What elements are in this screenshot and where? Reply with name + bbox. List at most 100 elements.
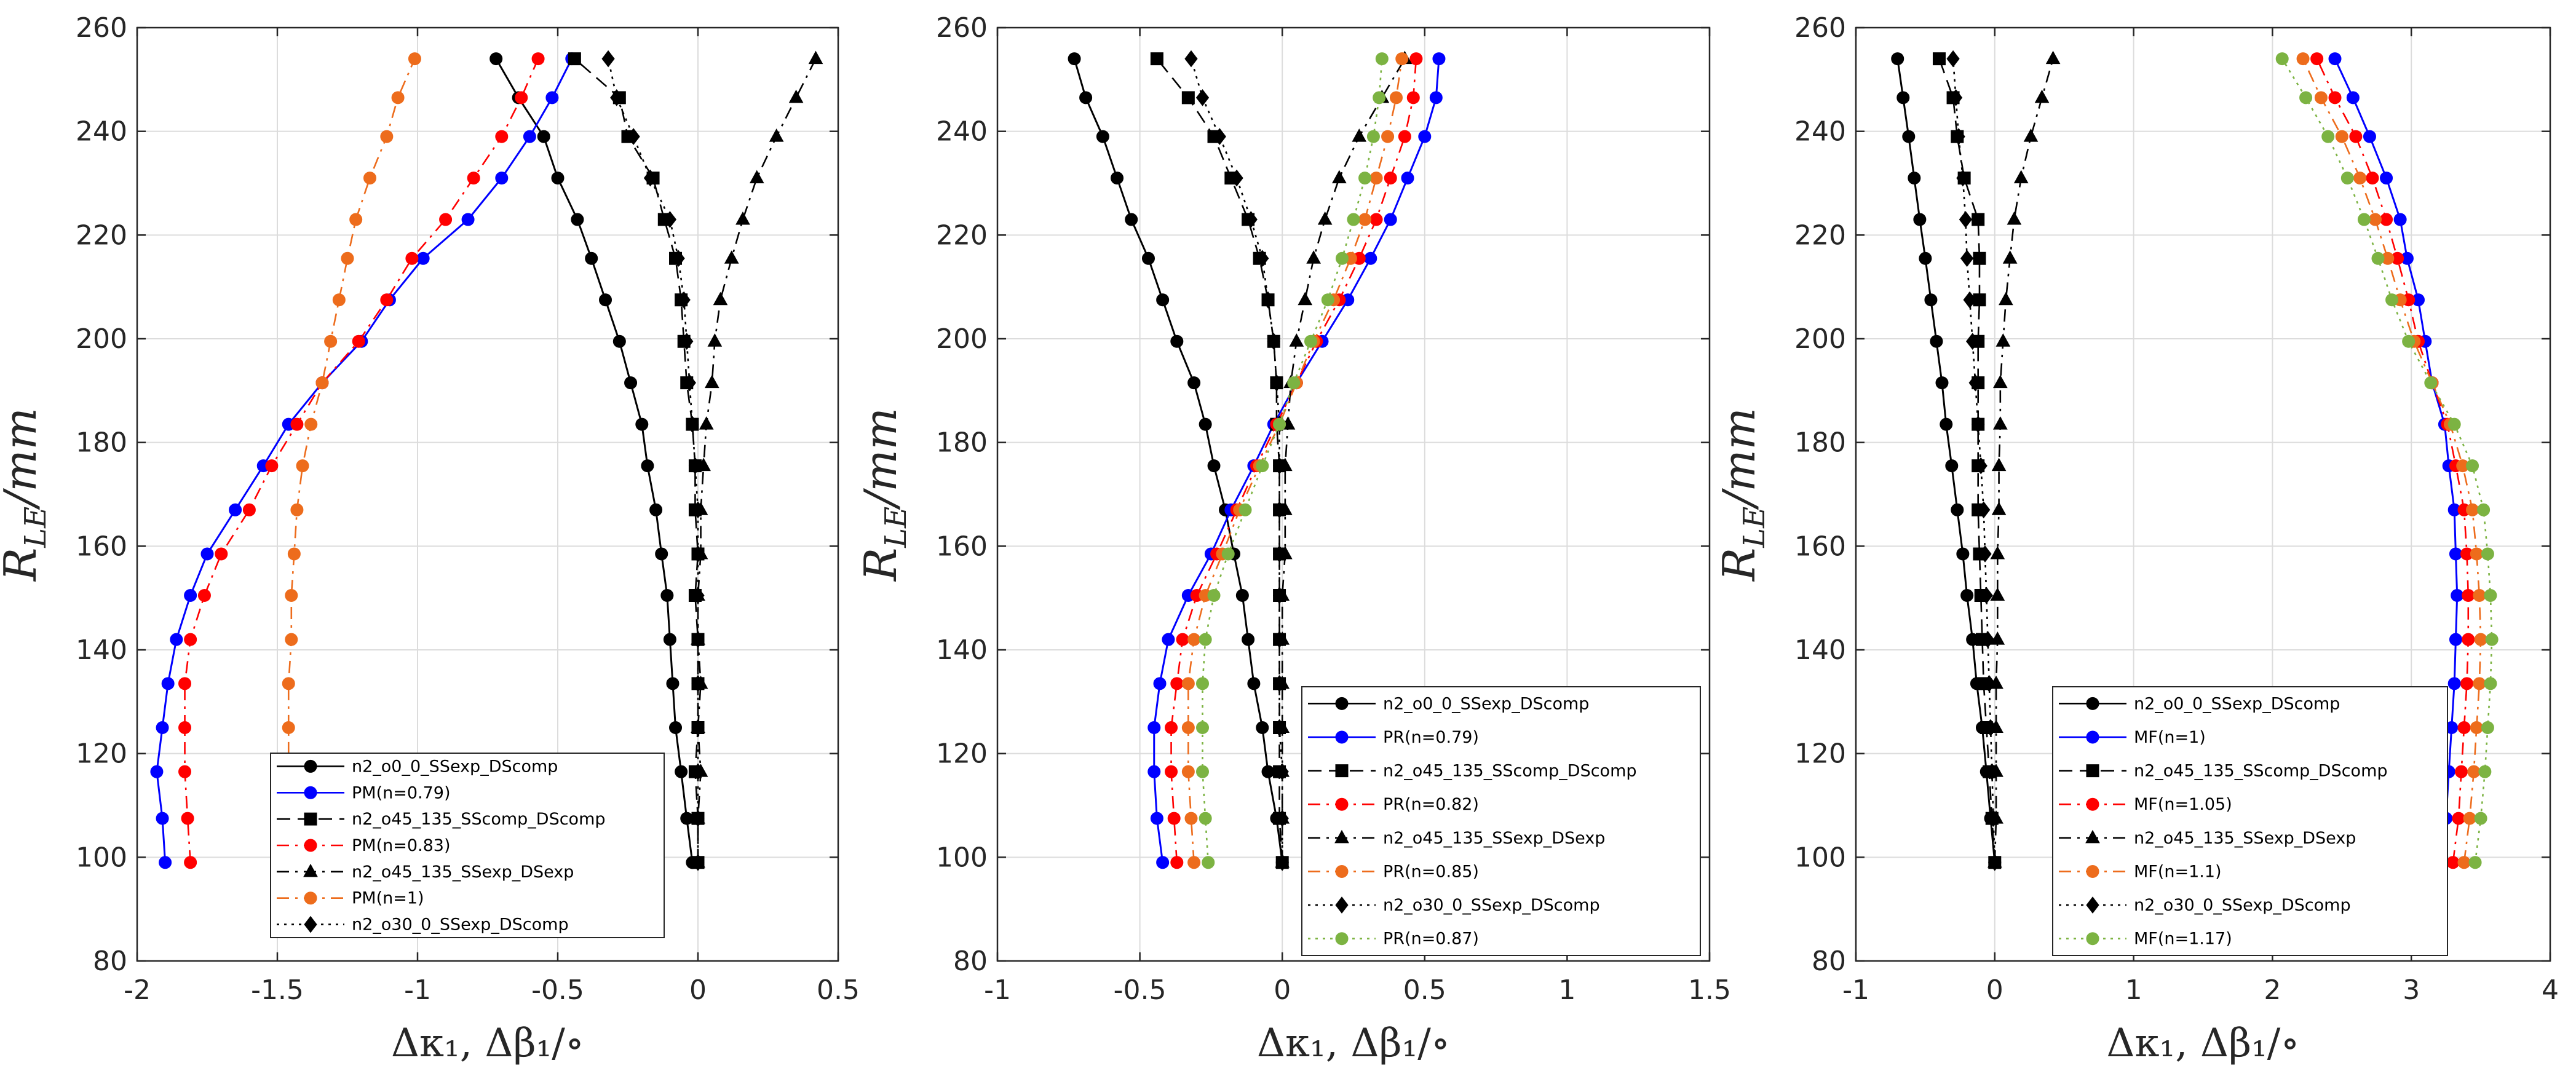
data-point [2002,250,2018,264]
data-point [467,172,480,185]
data-point [1199,633,1212,646]
data-point [2446,856,2460,869]
data-point [349,213,363,226]
data-point [1946,50,1960,68]
data-point [2481,721,2494,734]
series-line [1073,58,1283,863]
legend-marker [304,759,317,773]
data-point [1986,810,2000,827]
data-point [1990,587,2005,601]
data-point [181,812,194,825]
data-point [2454,765,2468,778]
data-point [324,334,338,348]
data-point [660,588,674,602]
data-point [1111,172,1124,185]
data-point [1389,91,1403,105]
x-tick-label: -2 [124,974,151,1006]
data-point [1984,719,1997,737]
data-point [1141,251,1155,265]
x-tick-label: 1 [1558,974,1575,1006]
data-point [680,812,694,825]
data-point [655,547,668,561]
data-point [2299,91,2313,105]
data-point [1068,52,1081,66]
data-point [2484,588,2497,602]
data-point [2447,417,2461,431]
data-point [1267,333,1280,350]
data-point [1331,170,1347,184]
data-point [641,459,654,473]
data-point [585,251,598,265]
legend-label: n2_o30_0_SSexp_DScomp [352,915,569,935]
x-tick-label: 0 [1274,974,1291,1006]
series-line [1202,58,1383,863]
data-point [1304,334,1318,348]
data-point [627,128,640,145]
data-point [2310,52,2324,66]
legend-marker [2086,797,2099,811]
legend-label: MF(n=1.17) [2134,930,2232,949]
data-point [2045,50,2061,65]
data-point [2449,633,2462,646]
data-point [1935,376,1949,390]
data-point [1170,856,1184,869]
legend-label: MF(n=1.05) [2134,795,2232,814]
data-point [1992,416,2008,430]
data-point [1153,677,1167,690]
y-tick-label: 220 [1794,219,1846,251]
legend-marker [2086,864,2099,878]
series-line [2302,58,2482,863]
x-tick-label: 1 [2125,974,2142,1006]
y-tick-label: 180 [1794,427,1846,459]
data-point [1170,677,1184,690]
legend-marker [303,863,318,877]
y-tick-label: 120 [936,738,988,770]
data-point [2466,459,2479,473]
data-point [649,503,663,516]
legend-box [270,753,665,938]
data-point [489,52,503,66]
data-point [156,812,169,825]
data-point [599,293,612,307]
legend-label: MF(n=1.1) [2134,862,2222,881]
legend-label: n2_o45_135_SSexp_DSexp [1383,829,1605,848]
data-point [551,172,565,185]
data-point [1373,91,1386,105]
axes-box [1855,26,2551,962]
data-point [601,50,615,68]
data-point [1999,291,2013,306]
data-point [2451,588,2464,602]
data-point [1156,856,1170,869]
data-point [691,501,705,519]
y-tick-label: 80 [953,946,988,977]
y-axis-label: RLE/mm [855,408,913,582]
legend-marker [2086,697,2099,710]
legend: n2_o0_0_SSexp_DScomp MF(n=1) n2_o45_135_SS… [2052,686,2448,956]
data-point [724,250,739,264]
legend-label: n2_o30_0_SSexp_DScomp [2134,896,2351,915]
data-point [405,251,419,265]
data-point [495,130,509,143]
x-axis-label: Δκ₁, Δβ₁/∘ [2106,1021,2299,1066]
data-point [1187,376,1201,390]
data-point [495,172,509,185]
data-point [643,169,657,187]
data-point [2353,172,2367,185]
legend-marker [1335,730,1349,744]
legend-marker [1335,697,1349,710]
data-point [2296,52,2310,66]
data-point [2023,128,2039,142]
legend-marker [1335,764,1349,778]
data-point [184,633,197,646]
data-point [675,765,688,778]
data-point [285,633,298,646]
y-tick-label: 80 [1812,946,1846,977]
data-point [808,50,823,65]
data-point [1272,545,1286,563]
legend-marker [2086,932,2099,946]
panel-right: -1 0 1 2 3 4 80 100 120 140 160 180 200 220 240 260 Δκ₁,… [1713,12,2559,1066]
data-point [2474,633,2487,646]
data-point [568,52,581,66]
data-point [1335,251,1349,265]
data-point [1238,503,1252,516]
